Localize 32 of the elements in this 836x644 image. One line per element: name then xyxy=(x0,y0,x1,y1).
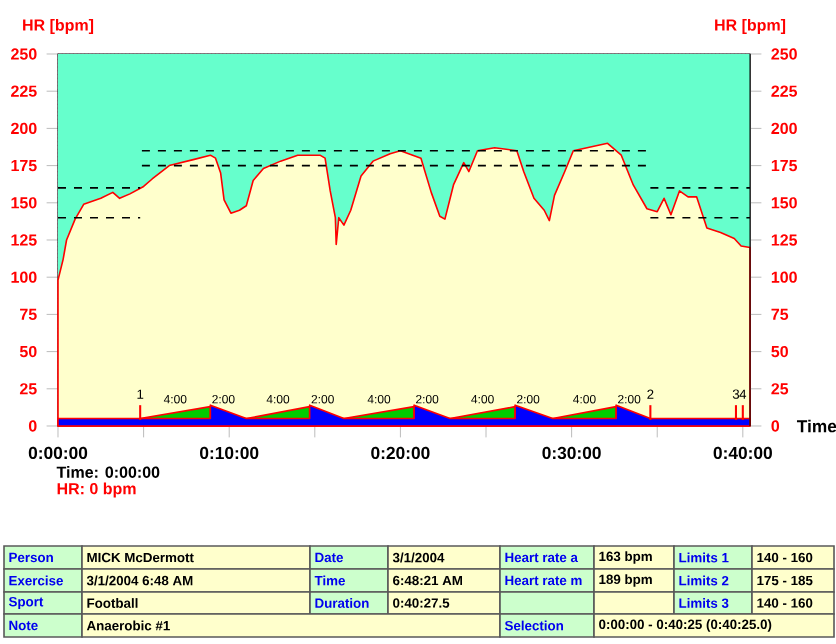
y-tick-label: 0 xyxy=(28,420,37,432)
y-tick-label: 50 xyxy=(19,345,37,358)
y-tick-label: 150 xyxy=(11,197,37,209)
x-tick-label: 0:40:00 xyxy=(713,446,772,460)
y2-axis-title: HR [bpm] xyxy=(715,18,786,34)
y2-tick-label: 225 xyxy=(771,85,798,97)
x-tick-label: 0:10:00 xyxy=(200,446,259,460)
y-tick-label: 250 xyxy=(11,48,37,60)
y2-tick-label: 100 xyxy=(771,271,797,283)
y-tick-label: 125 xyxy=(11,234,37,246)
y2-tick-label: 0 xyxy=(771,420,780,432)
y-tick-label: 200 xyxy=(11,122,37,135)
y2-tick-label: 250 xyxy=(771,48,797,60)
text: Time: 0:00:00 xyxy=(56,466,160,478)
y-axis-title: HR [bpm] xyxy=(23,18,94,34)
x-tick-label: 0:00:00 xyxy=(28,446,88,460)
y-tick-label: 175 xyxy=(11,160,37,172)
y2-tick-label: 75 xyxy=(771,308,789,320)
y-tick-label: 75 xyxy=(20,308,37,320)
text: HR: 0 bpm xyxy=(57,482,136,498)
x-tick-label: 0:20:00 xyxy=(371,446,430,460)
x-axis-title: Time xyxy=(796,419,836,433)
y2-tick-label: 25 xyxy=(771,383,789,395)
y-tick-label: 100 xyxy=(11,271,37,283)
y-tick-label: 25 xyxy=(19,383,37,395)
y2-tick-label: 200 xyxy=(771,122,797,135)
x-tick-label: 0:30:00 xyxy=(542,446,601,460)
y2-tick-label: 150 xyxy=(771,197,797,209)
y2-tick-label: 175 xyxy=(771,160,798,172)
y2-tick-label: 50 xyxy=(771,345,788,358)
y-tick-label: 225 xyxy=(11,85,37,97)
y2-tick-label: 125 xyxy=(771,234,798,246)
